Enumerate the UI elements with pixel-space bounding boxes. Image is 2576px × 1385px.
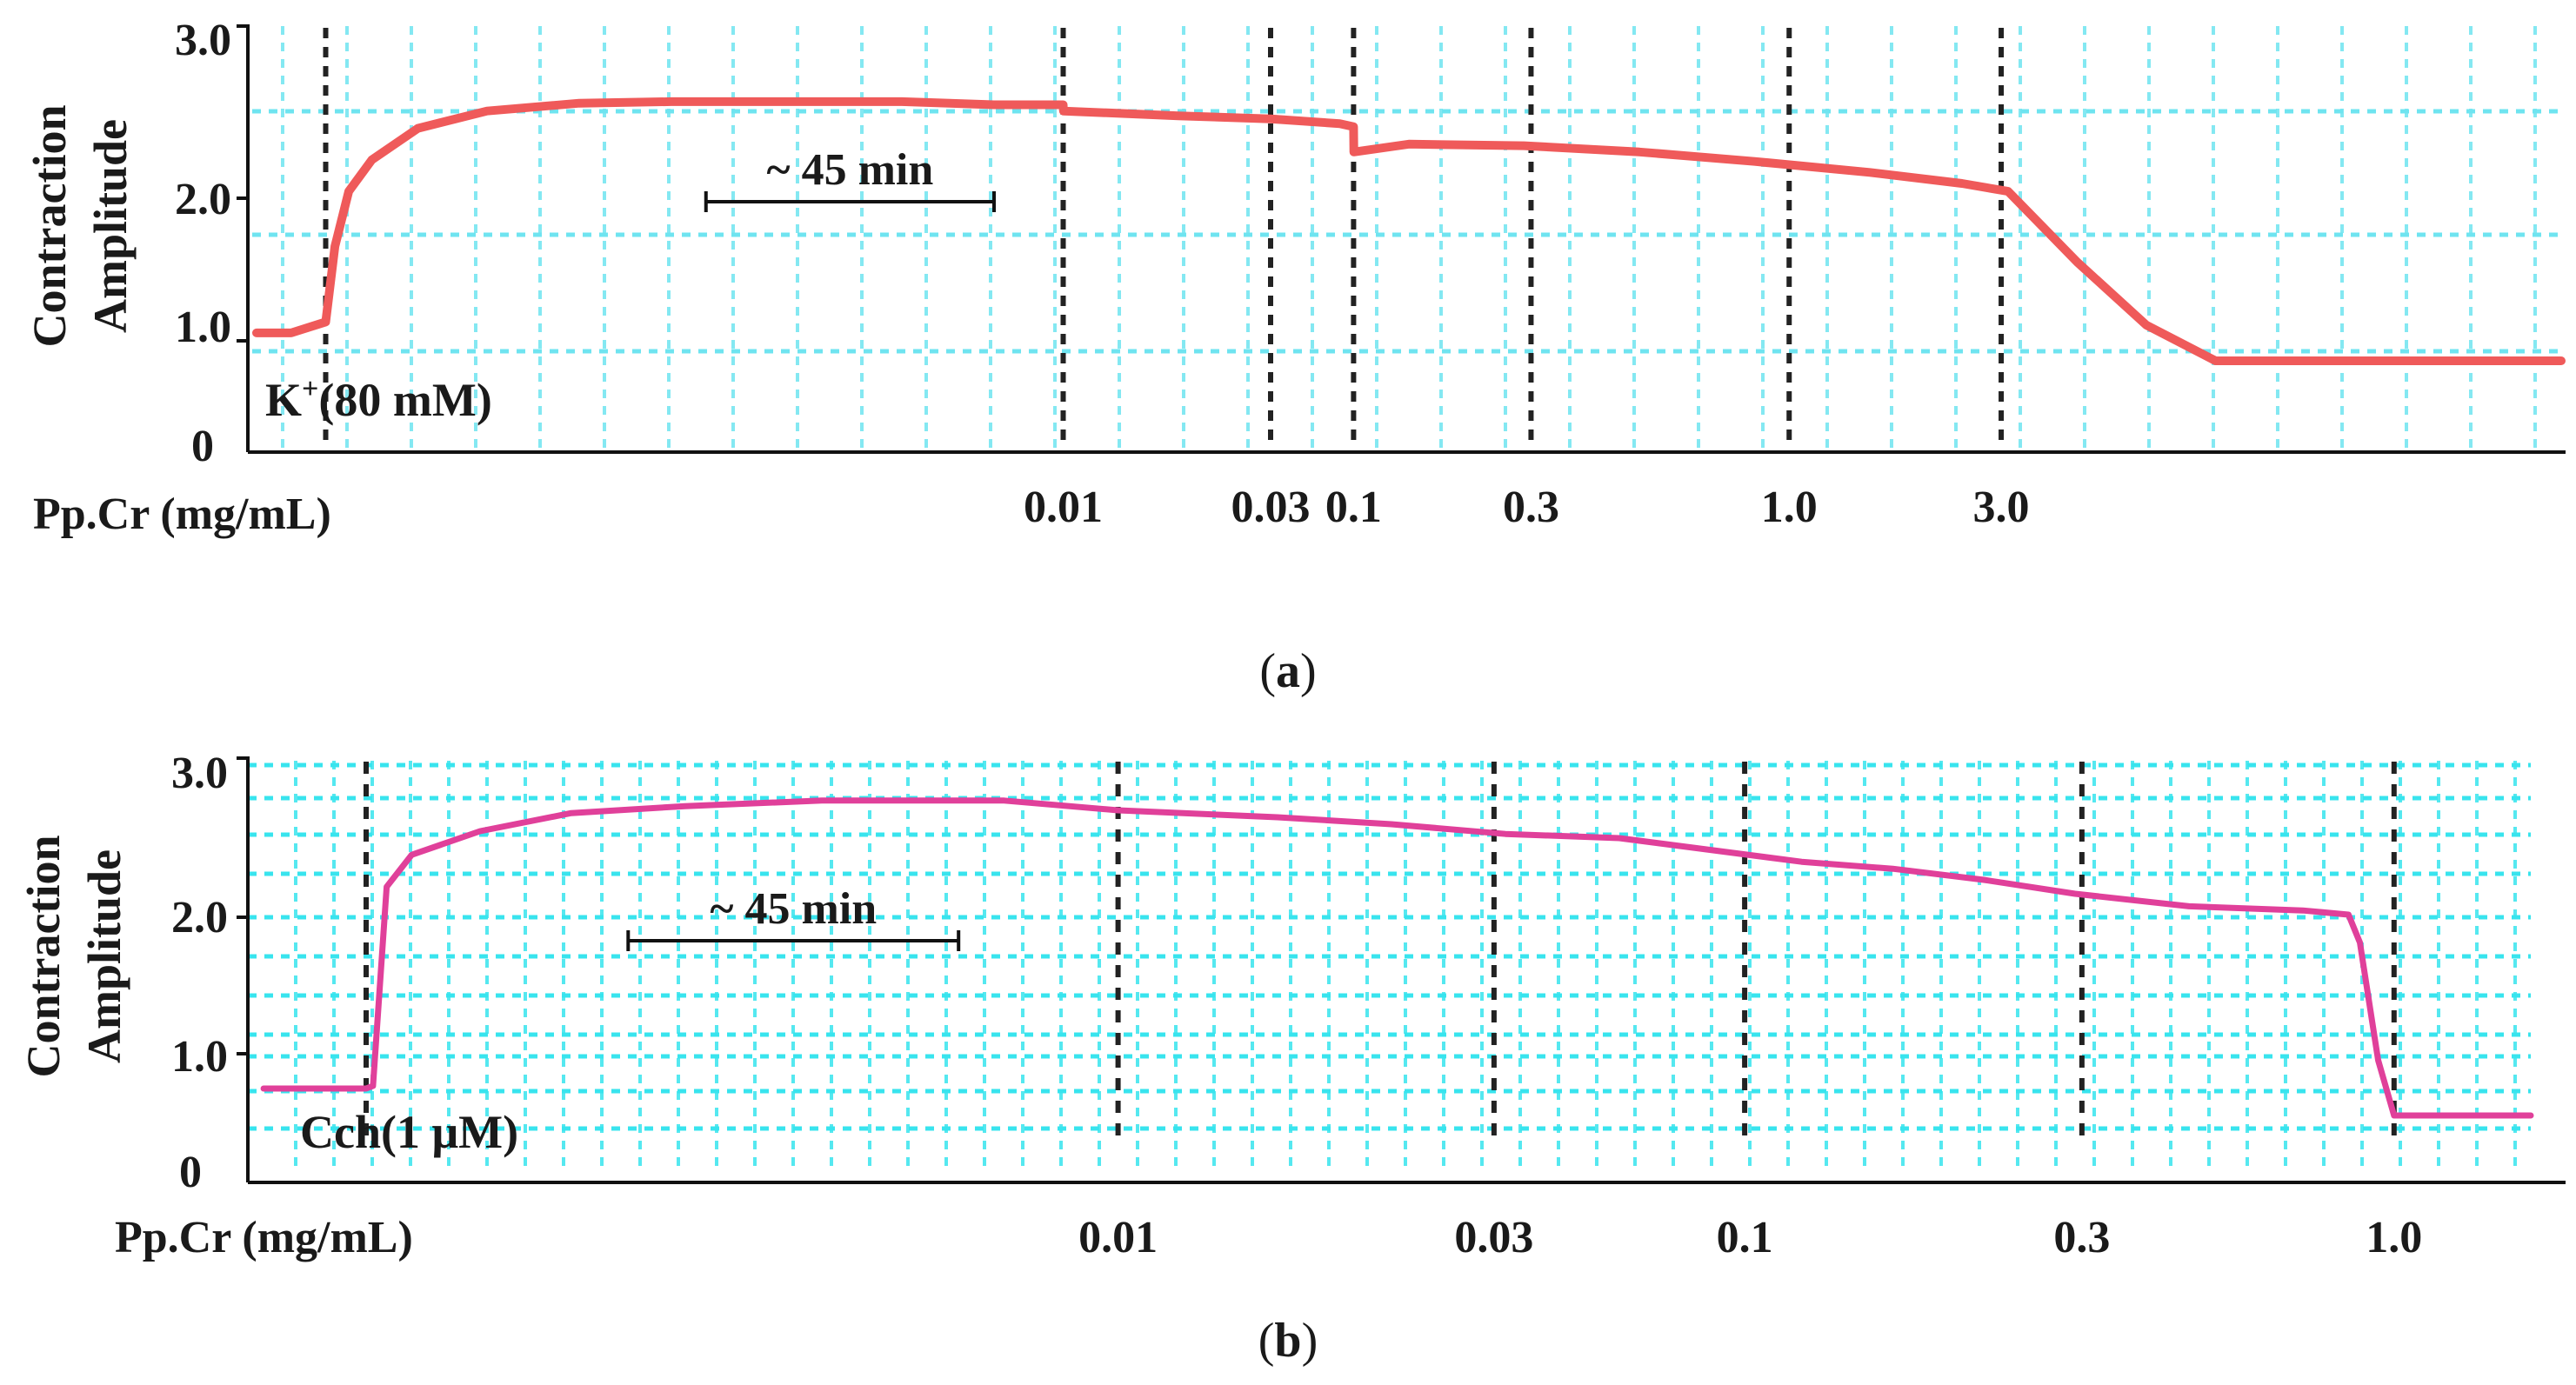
panel-a-label-open: ( — [1259, 644, 1276, 698]
panel-a-y-tick-label: 0 — [191, 422, 214, 471]
panel-a-y-tick-label: 2.0 — [175, 175, 231, 224]
panel-a-stimulus-label: K+(80 mM) — [265, 373, 492, 426]
panel-a-stimulus-concentration: (80 mM) — [318, 374, 491, 426]
panel-a-label: (a) — [1259, 644, 1316, 698]
panel-a-concentration-label: 1.0 — [1761, 483, 1818, 532]
panel-a-concentration-label: 0.01 — [1024, 483, 1103, 532]
panel-a-addition-markers — [323, 28, 2005, 448]
panel-b-label: (b) — [1258, 1314, 1318, 1368]
panel-a-label-close: ) — [1300, 644, 1317, 698]
panel-b-gridlines — [248, 761, 2531, 1169]
panel-b-y-tick-label: 1.0 — [171, 1032, 228, 1082]
panel-a-y-tick-label: 1.0 — [175, 303, 231, 352]
panel-a-concentration-label: 0.03 — [1231, 483, 1311, 532]
panel-b-label-open: ( — [1258, 1314, 1275, 1368]
panel-b-chart: 3.0 2.0 1.0 0 Contraction Amplitude Cch(… — [17, 749, 2566, 1368]
panel-a-concentration-label: 0.3 — [1503, 483, 1559, 532]
panel-b-tracing-line — [260, 797, 2534, 1119]
panel-b-concentration-label: 1.0 — [2366, 1213, 2422, 1262]
panel-b-stimulus-concentration: (1 μM) — [381, 1106, 518, 1158]
panel-a-concentration-label: 3.0 — [1973, 483, 2030, 532]
panel-a-gridlines — [252, 26, 2561, 448]
panel-b-concentration-label: 0.3 — [2053, 1213, 2110, 1262]
panel-b-stimulus-label: Cch(1 μM) — [300, 1106, 518, 1158]
panel-b-scale-bar — [626, 930, 961, 951]
panel-b-stimulus-agent: Cch — [300, 1106, 381, 1158]
panel-a-concentration-labels: 0.01 0.03 0.1 0.3 1.0 3.0 — [1024, 483, 2030, 532]
panel-a-tracing-line — [252, 97, 2566, 365]
panel-b-scale-bar-label: ~ 45 min — [710, 884, 877, 934]
panel-a-scale-bar — [704, 191, 996, 212]
panel-b-x-axis-title: Pp.Cr (mg/mL) — [115, 1213, 413, 1262]
panel-b-label-close: ) — [1302, 1314, 1318, 1368]
panel-a-label-letter: a — [1276, 644, 1300, 698]
panel-b-y-tick-label: 3.0 — [171, 749, 228, 798]
panel-b-y-axis-title-line2: Amplitude — [78, 849, 130, 1063]
panel-b-concentration-label: 0.1 — [1717, 1213, 1773, 1262]
panel-a-scale-bar-label: ~ 45 min — [767, 145, 934, 195]
panel-b-addition-markers — [364, 762, 2397, 1143]
panel-b-concentration-label: 0.03 — [1454, 1213, 1533, 1262]
panel-a-chart: 3.0 2.0 1.0 0 Contraction Amplitude K+(8… — [23, 16, 2566, 698]
panel-b-y-tick-label: 2.0 — [171, 893, 228, 942]
panel-a-x-axis-title: Pp.Cr (mg/mL) — [33, 489, 331, 539]
panel-a-stimulus-ion: K — [265, 374, 302, 426]
panel-a-y-tick-label: 3.0 — [175, 16, 231, 65]
panel-a-concentration-label: 0.1 — [1325, 483, 1382, 532]
panel-b-concentration-label: 0.01 — [1078, 1213, 1158, 1262]
panel-b-label-letter: b — [1274, 1314, 1301, 1368]
panel-a-stimulus-superscript: + — [302, 373, 318, 405]
panel-b-y-tick-label: 0 — [179, 1148, 202, 1197]
panel-b-y-axis-title-line1: Contraction — [17, 836, 70, 1078]
panel-a-y-axis-title-line1: Contraction — [23, 105, 76, 348]
panel-a-y-axis-title-line2: Amplitude — [84, 119, 137, 333]
panel-b-concentration-labels: 0.01 0.03 0.1 0.3 1.0 — [1078, 1213, 2422, 1262]
